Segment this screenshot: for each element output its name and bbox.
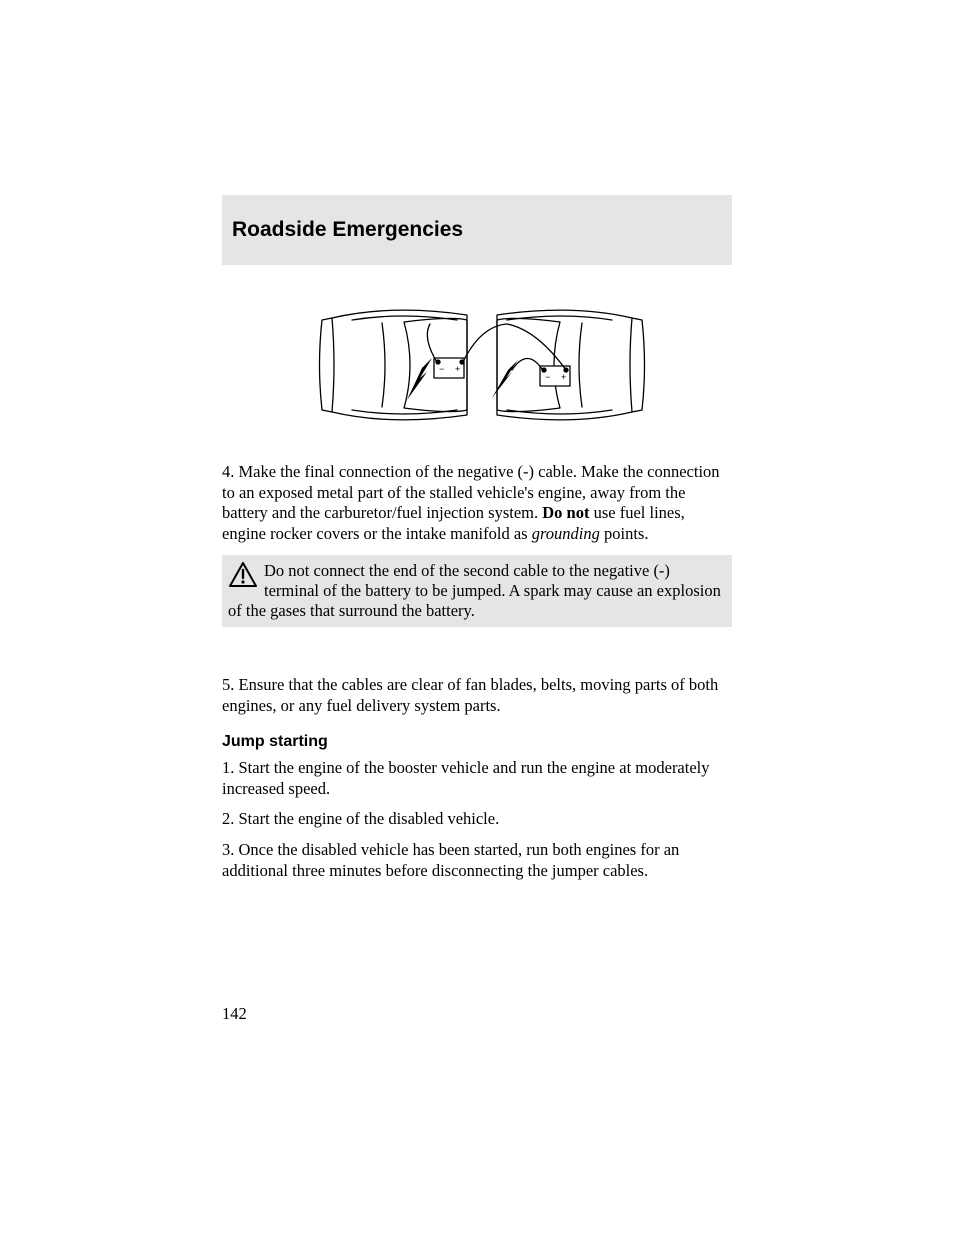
step4-suffix: points. [600, 524, 649, 543]
warning-icon [228, 561, 258, 589]
svg-text:−: − [439, 364, 444, 374]
jump-start-diagram: − + − + [312, 280, 652, 450]
step-5: 5. Ensure that the cables are clear of f… [222, 675, 732, 716]
subhead-jump-starting: Jump starting [222, 732, 732, 752]
warning-box: Do not connect the end of the second cab… [222, 555, 732, 627]
header-band: Roadside Emergencies [222, 195, 732, 265]
jump-step-2: 2. Start the engine of the disabled vehi… [222, 809, 732, 830]
warning-text: Do not connect the end of the second cab… [228, 561, 726, 621]
page-number: 142 [222, 1004, 247, 1024]
step4-donot: Do not [542, 503, 589, 522]
step-4: 4. Make the final connection of the nega… [222, 462, 732, 545]
jump-step-1: 1. Start the engine of the booster vehic… [222, 758, 732, 799]
section-title: Roadside Emergencies [232, 218, 463, 242]
svg-text:−: − [545, 372, 550, 382]
step4-grounding: grounding [532, 524, 600, 543]
body-content: 4. Make the final connection of the nega… [222, 462, 732, 891]
svg-text:+: + [561, 372, 566, 382]
jump-step-3: 3. Once the disabled vehicle has been st… [222, 840, 732, 881]
svg-text:+: + [455, 364, 460, 374]
